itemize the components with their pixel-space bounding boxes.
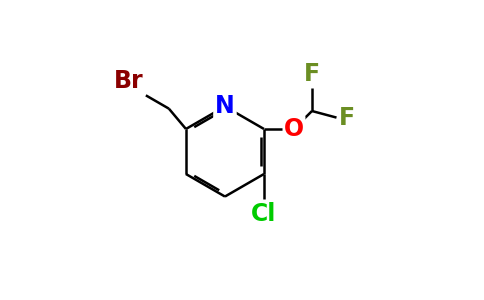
- Text: F: F: [304, 61, 320, 85]
- Text: F: F: [339, 106, 355, 130]
- Text: O: O: [284, 117, 304, 141]
- Text: N: N: [215, 94, 235, 118]
- Text: Cl: Cl: [251, 202, 277, 226]
- Text: Br: Br: [114, 69, 144, 93]
